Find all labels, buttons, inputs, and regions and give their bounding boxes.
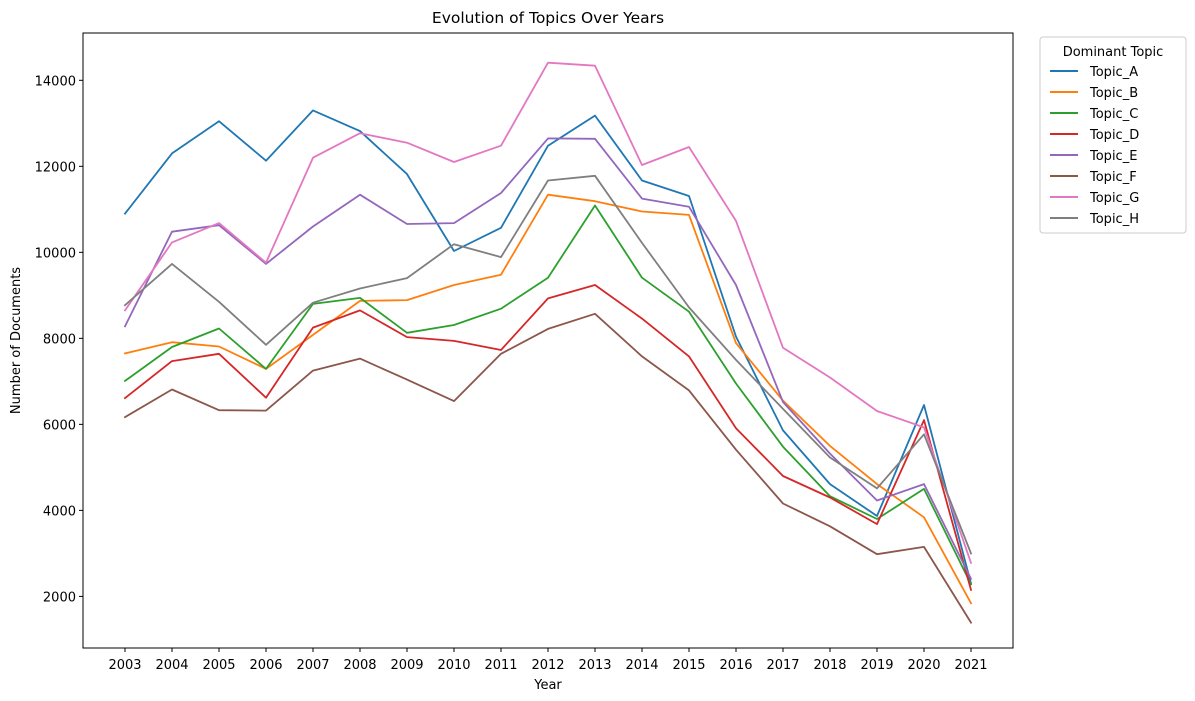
x-axis-title: Year <box>533 678 562 693</box>
x-tick-label: 2007 <box>296 658 329 673</box>
legend-item-topic-d: Topic_D <box>1050 128 1139 143</box>
y-tick-label: 6000 <box>43 418 76 433</box>
legend: Dominant Topic Topic_ATopic_BTopic_CTopi… <box>1039 36 1187 234</box>
x-tick-label: 2012 <box>531 658 564 673</box>
legend-label: Topic_A <box>1089 65 1138 80</box>
legend-label: Topic_G <box>1089 191 1139 206</box>
x-tick-label: 2008 <box>343 658 376 673</box>
x-tick-label: 2003 <box>108 658 141 673</box>
legend-label: Topic_H <box>1089 212 1139 227</box>
y-axis: 2000 4000 6000 8000 10000 12000 14000 <box>35 74 83 605</box>
series-layer <box>123 61 973 624</box>
y-tick-label: 2000 <box>43 590 76 605</box>
x-tick-label: 2005 <box>202 658 235 673</box>
legend-label: Topic_C <box>1089 107 1138 122</box>
x-tick-label: 2004 <box>155 658 188 673</box>
series-line-topic-e <box>123 137 973 581</box>
x-tick-label: 2009 <box>390 658 423 673</box>
y-tick-label: 8000 <box>43 332 76 347</box>
legend-label: Topic_D <box>1089 128 1139 143</box>
legend-item-topic-h: Topic_H <box>1050 212 1139 227</box>
x-tick-label: 2021 <box>954 658 987 673</box>
legend-title: Dominant Topic <box>1063 45 1164 60</box>
x-tick-label: 2019 <box>860 658 893 673</box>
legend-frame <box>1039 36 1187 234</box>
legend-item-topic-g: Topic_G <box>1050 191 1139 206</box>
series-line-topic-g <box>123 61 973 564</box>
x-tick-label: 2013 <box>578 658 611 673</box>
legend-item-topic-e: Topic_E <box>1050 149 1137 164</box>
legend-items: Topic_A Topic_B Topic_C Topic_D Topic_E Topic… <box>1050 65 1139 227</box>
x-tick-label: 2014 <box>625 658 658 673</box>
series-line-topic-f <box>123 312 973 624</box>
series-line-topic-c <box>123 204 973 586</box>
series-line-topic-d <box>123 284 973 592</box>
y-axis-title: Number of Documents <box>9 267 24 414</box>
legend-item-topic-c: Topic_C <box>1050 107 1138 122</box>
y-tick-label: 14000 <box>35 74 76 89</box>
legend-item-topic-a: Topic_A <box>1050 65 1138 80</box>
x-tick-label: 2018 <box>813 658 846 673</box>
legend-label: Topic_E <box>1089 149 1137 164</box>
x-tick-label: 2016 <box>719 658 752 673</box>
x-tick-label: 2010 <box>437 658 470 673</box>
x-tick-label: 2020 <box>907 658 940 673</box>
legend-label: Topic_B <box>1089 86 1138 101</box>
x-tick-label: 2011 <box>484 658 517 673</box>
chart-title: Evolution of Topics Over Years <box>432 9 664 27</box>
series-line-topic-h <box>123 174 973 555</box>
x-axis: 2003 2004 2005 2006 2007 2008 2009 2010 2011 2012… <box>108 648 988 673</box>
x-tick-label: 2017 <box>766 658 799 673</box>
y-tick-label: 4000 <box>43 504 76 519</box>
legend-item-topic-b: Topic_B <box>1050 86 1138 101</box>
legend-label: Topic_F <box>1089 170 1137 185</box>
y-tick-label: 10000 <box>35 246 76 261</box>
series-line-topic-a <box>123 109 973 585</box>
legend-item-topic-f: Topic_F <box>1050 170 1137 185</box>
x-tick-label: 2015 <box>672 658 705 673</box>
y-tick-label: 12000 <box>35 160 76 175</box>
x-tick-label: 2006 <box>249 658 282 673</box>
